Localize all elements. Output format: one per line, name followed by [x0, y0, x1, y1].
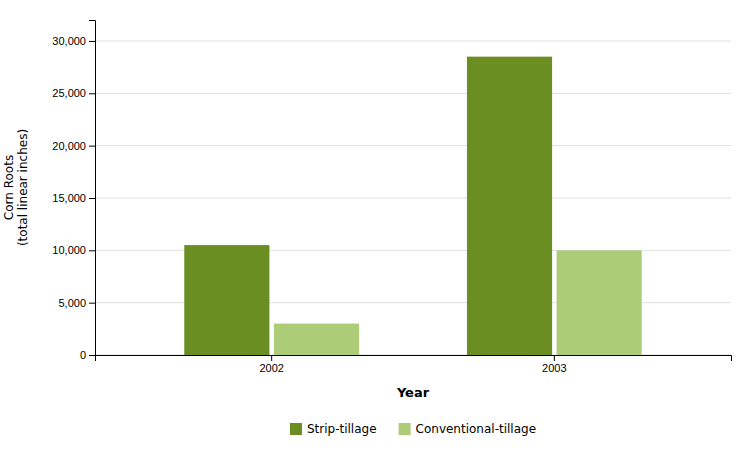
y-tick-label: 15,000 — [52, 192, 86, 204]
bar-series — [184, 57, 552, 355]
x-axis-line — [96, 356, 732, 362]
plot: 0 5,000 10,000 15,000 20,000 25,000 30,000 2002… — [2, 21, 732, 401]
y-tick-mark — [89, 303, 95, 304]
y-axis: 0 5,000 10,000 15,000 20,000 25,000 30,000 — [52, 21, 95, 362]
x-tick-mark — [271, 355, 272, 361]
y-axis-line — [89, 21, 96, 356]
y-tick-label: 0 — [80, 349, 86, 361]
y-tick-label: 10,000 — [52, 244, 86, 256]
grid-line — [95, 197, 731, 198]
bar — [467, 57, 552, 355]
grid — [95, 41, 731, 355]
legend: Strip-tillage Conventional-tillage — [290, 422, 536, 436]
y-tick-mark — [89, 146, 95, 147]
y-tick: 5,000 — [58, 297, 95, 309]
y-tick: 0 — [80, 349, 95, 361]
grid-line — [95, 145, 731, 146]
x-axis: 2002 2003 — [96, 355, 732, 374]
legend-swatch — [399, 423, 411, 435]
grid-line — [95, 93, 731, 94]
x-tick-label: 2002 — [259, 362, 283, 374]
grid-line — [95, 40, 731, 41]
legend-item: Conventional-tillage — [399, 422, 536, 436]
y-tick-mark — [89, 198, 95, 199]
bars — [184, 57, 641, 355]
x-tick-label: 2003 — [542, 362, 566, 374]
bar-series — [274, 250, 642, 355]
y-tick: 30,000 — [52, 35, 95, 47]
y-tick-label: 5,000 — [58, 297, 86, 309]
legend-label: Strip-tillage — [307, 422, 377, 436]
y-tick-mark — [89, 355, 95, 356]
x-tick-mark — [554, 355, 555, 361]
legend-swatch — [290, 423, 302, 435]
bar — [274, 324, 359, 355]
y-tick-mark — [89, 41, 95, 42]
x-tick: 2003 — [542, 355, 566, 374]
legend-label: Conventional-tillage — [416, 422, 536, 436]
chart: 0 5,000 10,000 15,000 20,000 25,000 30,000 2002… — [0, 0, 756, 455]
x-tick: 2002 — [259, 355, 283, 374]
bar — [184, 245, 269, 355]
y-axis-title: Corn Roots(total linear inches) — [2, 129, 30, 246]
y-tick: 15,000 — [52, 192, 95, 204]
y-tick-label: 25,000 — [52, 87, 86, 99]
y-tick: 25,000 — [52, 87, 95, 99]
x-axis-title: Year — [396, 385, 430, 400]
y-tick-label: 30,000 — [52, 35, 86, 47]
y-tick: 20,000 — [52, 140, 95, 152]
bar — [557, 250, 642, 355]
legend-item: Strip-tillage — [290, 422, 377, 436]
y-tick-mark — [89, 93, 95, 94]
y-tick-mark — [89, 250, 95, 251]
y-tick: 10,000 — [52, 244, 95, 256]
y-tick-label: 20,000 — [52, 140, 86, 152]
